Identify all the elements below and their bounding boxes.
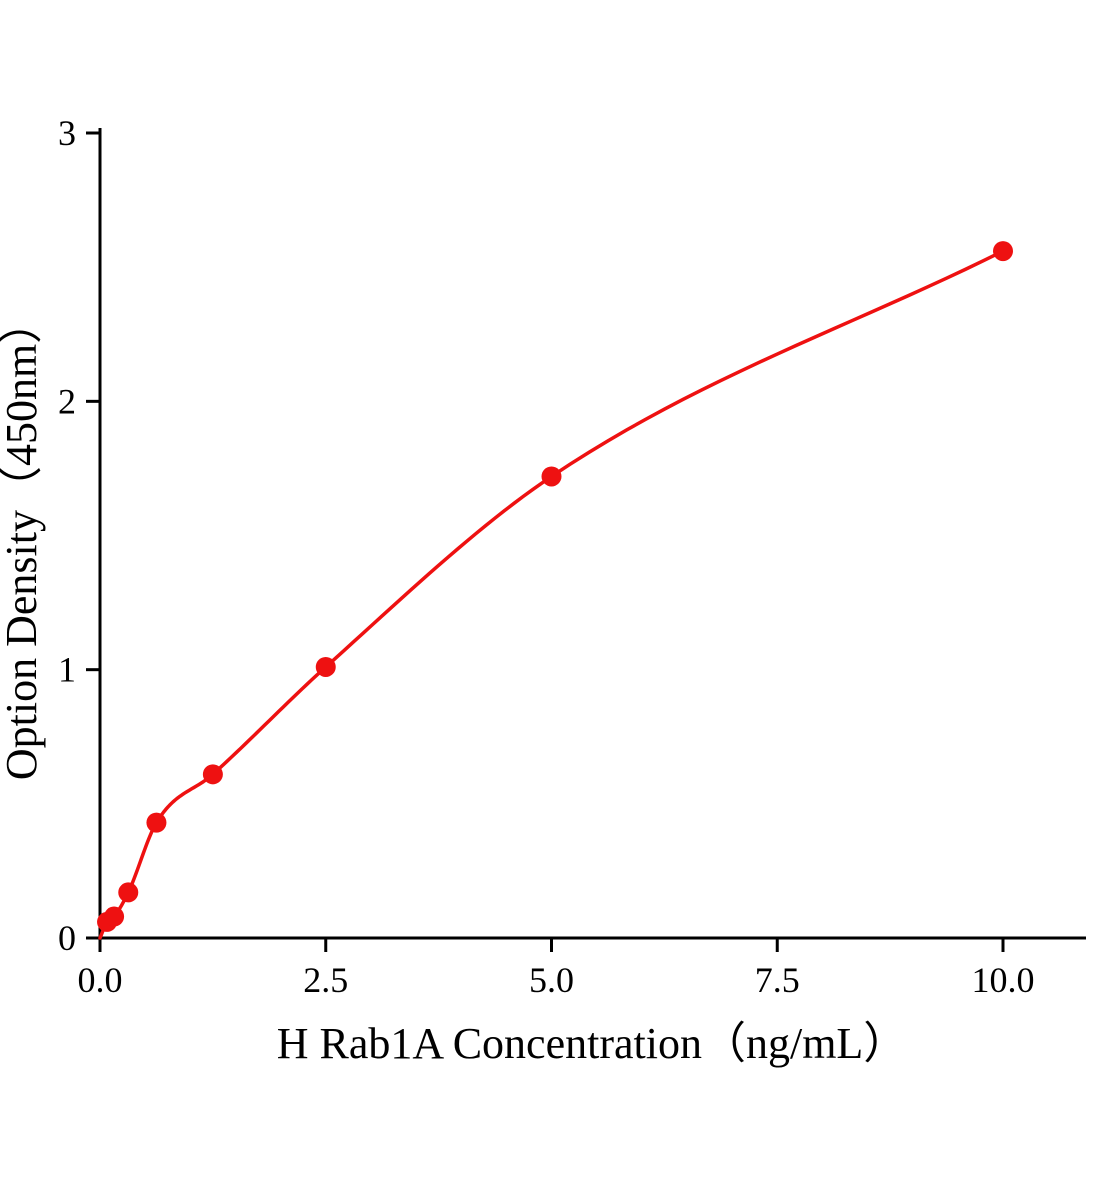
data-point-marker bbox=[146, 812, 167, 833]
data-point-marker bbox=[993, 241, 1013, 262]
standard-curve-line bbox=[98, 249, 1005, 940]
x-tick-label: 7.5 bbox=[755, 960, 800, 1000]
axes: 0.0 2.5 5.0 7.5 10.0 0 1 2 3 bbox=[58, 113, 1086, 1000]
data-point-marker bbox=[315, 656, 336, 677]
x-tick-label: 10.0 bbox=[972, 960, 1035, 1000]
data-point-marker bbox=[118, 882, 139, 903]
y-tick-label: 0 bbox=[58, 918, 76, 958]
fitted-curve-path bbox=[98, 249, 1005, 940]
data-point-marker bbox=[104, 906, 125, 927]
y-axis-label: Option Density（450nm） bbox=[0, 300, 46, 780]
x-tick-label: 0.0 bbox=[78, 960, 123, 1000]
y-tick-label: 1 bbox=[58, 650, 76, 690]
data-points bbox=[97, 241, 1013, 932]
data-point-marker bbox=[202, 764, 223, 785]
x-tick-label: 5.0 bbox=[529, 960, 574, 1000]
data-point-marker bbox=[541, 466, 562, 487]
y-tick-label: 2 bbox=[58, 381, 76, 421]
y-tick-label: 3 bbox=[58, 113, 76, 153]
x-tick-label: 2.5 bbox=[303, 960, 348, 1000]
x-axis-label: H Rab1A Concentration（ng/mL） bbox=[277, 1019, 908, 1068]
